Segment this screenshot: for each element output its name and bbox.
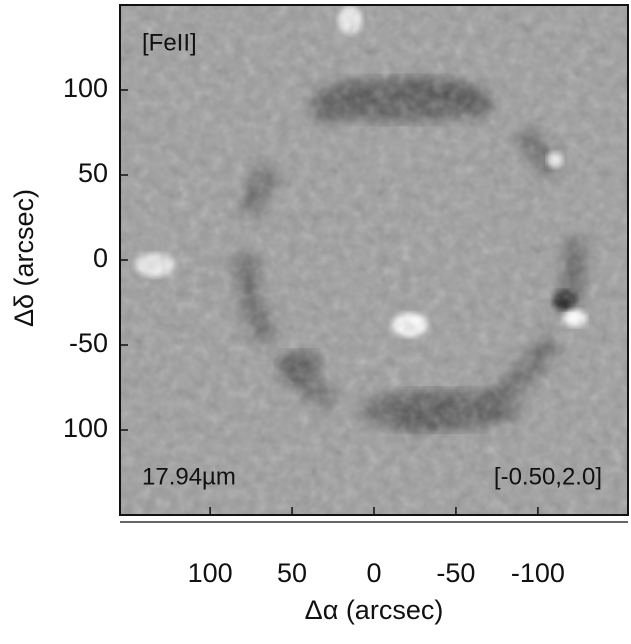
y-axis-label: Δδ (arcsec) <box>9 189 39 327</box>
x-tick-label: -100 <box>511 558 565 588</box>
panel-title: [FeII] <box>142 29 197 56</box>
y-tick-label: 100 <box>63 413 108 443</box>
x-tick-label: 0 <box>366 558 381 588</box>
annotation: 17.94µm <box>142 463 236 490</box>
x-axis-label: Δα (arcsec) <box>305 595 444 625</box>
x-tick-label: -50 <box>436 558 475 588</box>
annotation: [-0.50,2.0] <box>494 463 602 490</box>
x-tick-label: 100 <box>188 558 233 588</box>
image <box>120 5 628 515</box>
x-tick-label: 50 <box>277 558 307 588</box>
y-tick-label: 100 <box>63 73 108 103</box>
chart: [FeII] 17.94µm [-0.50,2.0] Δα (arcsec) Δ… <box>0 0 631 639</box>
y-tick-label: 50 <box>78 158 108 188</box>
y-tick-label: 0 <box>93 243 108 273</box>
y-tick-label: -50 <box>69 328 108 358</box>
